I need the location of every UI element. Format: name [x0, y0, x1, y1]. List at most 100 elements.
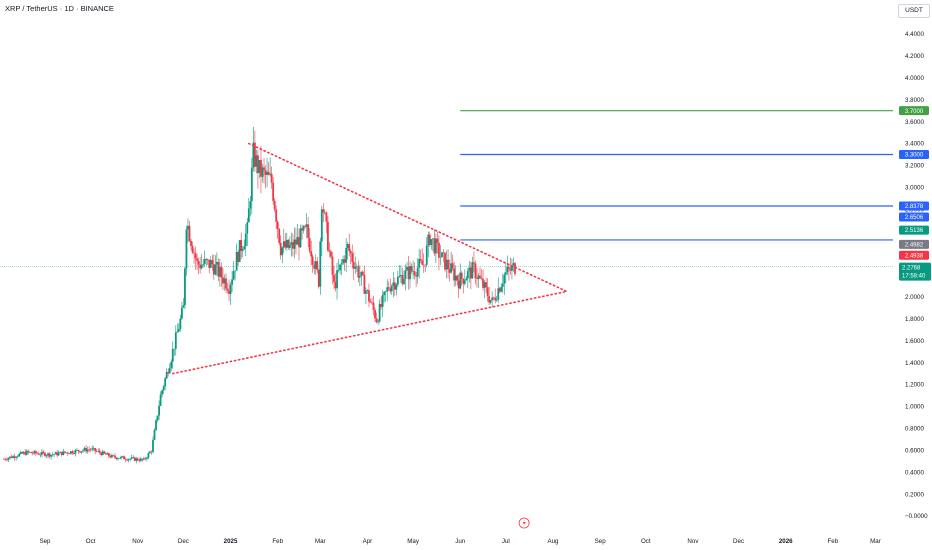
candle-body	[150, 451, 153, 453]
candle-body	[393, 282, 396, 290]
candle-body	[219, 267, 221, 277]
candle-body	[431, 238, 434, 240]
candle-body	[130, 457, 133, 459]
candle-body	[39, 454, 42, 456]
candle-body	[184, 268, 186, 306]
candle-body	[392, 282, 395, 287]
candle-body	[466, 270, 469, 279]
y-tick-label: 0.4000	[905, 469, 924, 476]
candle-body	[282, 241, 285, 248]
candle-body	[252, 142, 255, 168]
candle-body	[132, 457, 135, 458]
candle-body	[345, 248, 348, 263]
candle-body	[498, 288, 501, 292]
candle-body	[138, 460, 141, 462]
candle-body	[436, 238, 439, 243]
y-tick-label: 1.2000	[905, 382, 924, 389]
candle-body	[106, 453, 109, 455]
candle-body	[514, 263, 516, 274]
candle-body	[323, 212, 326, 213]
candle-body	[253, 142, 256, 167]
candle-body	[267, 171, 270, 175]
candle-body	[114, 455, 116, 458]
candle-body	[177, 328, 180, 332]
candle-body	[317, 269, 320, 287]
candle-body	[240, 240, 243, 251]
candle-body	[285, 239, 288, 248]
candle-body	[453, 268, 456, 281]
candle-body	[238, 240, 241, 262]
candle-body	[333, 274, 335, 282]
x-tick-label: Sep	[39, 538, 51, 545]
candle-body	[120, 456, 122, 459]
candle-body	[512, 263, 515, 266]
candle-body	[88, 449, 91, 451]
candle-body	[129, 458, 132, 460]
candle-body	[492, 297, 495, 299]
candle-body	[16, 456, 19, 458]
price-tag-label: 3.3000	[905, 153, 924, 159]
candle-body	[215, 261, 218, 265]
candle-body	[34, 451, 37, 454]
candle-body	[387, 287, 390, 289]
candle-body	[203, 259, 206, 265]
candle-body	[165, 371, 168, 379]
price-tag-label: 2.8378	[905, 204, 924, 210]
currency-button[interactable]: USDT	[898, 4, 930, 18]
candle-body	[263, 167, 265, 171]
candle-body	[413, 271, 416, 276]
candle-body	[365, 290, 367, 294]
candle-body	[188, 225, 191, 241]
candle-body	[288, 245, 291, 248]
candle-body	[21, 452, 24, 454]
candle-body	[380, 303, 383, 307]
x-tick-label: Sep	[595, 538, 607, 545]
candle-body	[86, 449, 89, 452]
candle-body	[304, 226, 306, 227]
candle-body	[247, 208, 250, 223]
candle-body	[22, 452, 25, 454]
candle-body	[180, 307, 183, 319]
x-tick-label: Nov	[132, 538, 144, 545]
triangle-trendline	[171, 290, 568, 375]
candle-body	[142, 458, 145, 460]
price-tag-label: 3.7000	[905, 109, 924, 115]
candle-body	[80, 451, 83, 453]
candle-body	[296, 237, 299, 245]
candle-body	[214, 264, 217, 275]
candle-body	[190, 240, 192, 246]
candle-body	[149, 451, 151, 454]
candle-body	[319, 241, 322, 287]
candle-body	[351, 253, 354, 262]
triangle-pattern	[171, 142, 568, 375]
candle-body	[488, 296, 491, 303]
candle-body	[270, 173, 273, 183]
x-tick-label: Mar	[315, 538, 326, 545]
candle-body	[462, 278, 465, 284]
candle-body	[19, 452, 22, 454]
y-tick-label: 0.2000	[905, 491, 924, 498]
candle-body	[275, 209, 278, 222]
candle-body	[504, 272, 507, 275]
candle-body	[156, 415, 159, 421]
candle-body	[98, 450, 101, 453]
y-tick-label: 0.8000	[905, 426, 924, 433]
candle-body	[507, 266, 510, 269]
candle-body	[13, 456, 16, 458]
candle-body	[439, 257, 442, 258]
candle-body	[10, 456, 13, 458]
price-tag-label: 2.5136	[905, 228, 924, 234]
candle-body	[31, 453, 34, 454]
candle-body	[74, 450, 77, 454]
x-tick-label: Mar	[870, 538, 881, 545]
candle-body	[386, 287, 389, 292]
candle-body	[419, 258, 422, 261]
candle-body	[491, 297, 494, 300]
candle-body	[121, 456, 124, 457]
candle-body	[457, 280, 460, 289]
candle-body	[170, 361, 173, 368]
candle-body	[503, 274, 506, 284]
candle-body	[152, 439, 154, 452]
candle-body	[257, 155, 259, 173]
